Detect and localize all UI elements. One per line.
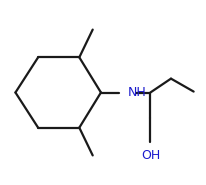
- Text: OH: OH: [141, 149, 160, 162]
- Text: NH: NH: [128, 86, 146, 99]
